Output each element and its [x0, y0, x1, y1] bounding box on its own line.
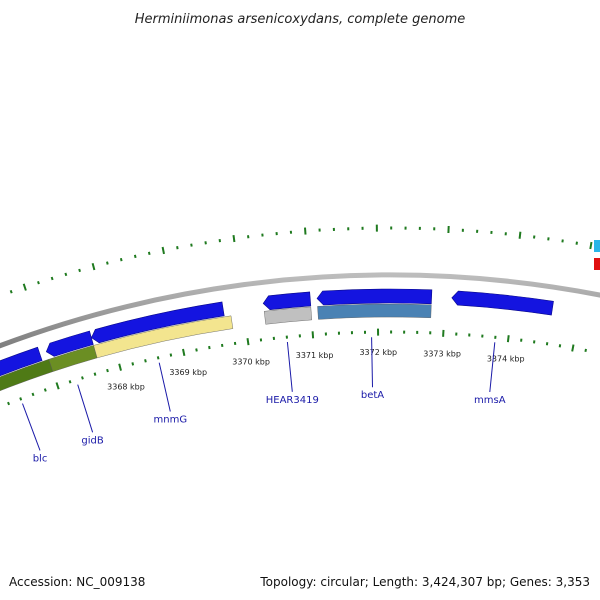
gene-leader-line [371, 337, 373, 388]
legend-swatch-red [594, 258, 600, 270]
cds-feature [0, 346, 43, 377]
inner-tick [571, 344, 575, 352]
legend-swatches [594, 240, 600, 270]
outer-tick [232, 234, 236, 243]
gene-label: mnmG [154, 415, 188, 426]
inner-tick-ring [7, 328, 587, 406]
gene-label: gidB [81, 435, 103, 446]
inner-tick [506, 335, 510, 343]
outer-tick [133, 254, 137, 259]
inner-tick [93, 372, 97, 376]
scale-tick-label: 3371 kbp [296, 351, 334, 360]
scale-tick-label: 3372 kbp [359, 348, 397, 357]
outer-tick [176, 246, 179, 250]
scale-tick-label: 3370 kbp [232, 357, 270, 366]
outer-tick [91, 263, 96, 271]
outer-tick [304, 227, 307, 235]
inner-tick [558, 344, 562, 348]
gene-label: mmsA [474, 395, 506, 406]
cog-feature [263, 306, 313, 325]
outer-tick [37, 280, 40, 285]
inner-tick [19, 397, 23, 401]
inner-tick [246, 338, 250, 346]
outer-tick [161, 246, 165, 255]
inner-tick [55, 382, 60, 390]
outer-tick [589, 241, 593, 250]
inner-tick [43, 388, 47, 392]
outer-tick [575, 241, 578, 245]
cog-feature [93, 315, 234, 359]
gene-label: betA [361, 390, 384, 401]
cds-feature [451, 290, 554, 316]
inner-tick [131, 362, 135, 366]
scale-tick-label: 3373 kbp [423, 349, 461, 358]
scale-tick-label: 3368 kbp [107, 382, 145, 391]
outer-tick [518, 231, 522, 239]
scale-tick-label: 3374 kbp [487, 355, 525, 364]
inner-tick [584, 348, 587, 353]
scale-tick-labels: 3368 kbp 3369 kbp 3370 kbp 3371 kbp 3372 kbp… [107, 348, 524, 391]
outer-tick-ring [9, 224, 593, 294]
genome-summary: Topology: circular; Length: 3,424,307 bp… [259, 575, 590, 589]
cds-feature [262, 291, 312, 311]
inner-tick [156, 356, 160, 360]
gene-label: blc [33, 453, 48, 464]
cds-track [0, 288, 554, 377]
gene-labels: blc gidB mnmG HEAR3419 betA mmsA [22, 337, 506, 464]
cog-track [0, 303, 432, 392]
inner-tick [31, 392, 35, 397]
inner-tick [118, 363, 122, 371]
gene-leader-line [489, 342, 496, 393]
gene-leader-line [158, 362, 171, 412]
cds-feature [91, 301, 225, 344]
gene-label: HEAR3419 [266, 395, 319, 406]
outer-tick [119, 257, 123, 262]
outer-tick [204, 241, 207, 245]
outer-tick [147, 251, 151, 256]
outer-tick [9, 289, 13, 294]
cog-feature [317, 303, 432, 320]
genome-backbone [0, 272, 600, 349]
scale-tick-label: 3369 kbp [169, 368, 207, 377]
inner-tick [195, 348, 198, 352]
inner-tick [169, 353, 173, 357]
inner-tick [106, 368, 109, 373]
cds-feature [316, 288, 433, 306]
outer-tick [50, 276, 54, 281]
outer-tick [106, 261, 109, 265]
gene-leader-line [22, 403, 41, 451]
gene-leader-line [77, 384, 94, 433]
accession-label: Accession: NC_009138 [9, 575, 145, 589]
inner-tick [7, 401, 11, 406]
outer-tick [78, 268, 81, 273]
inner-tick [81, 376, 84, 380]
inner-tick [208, 345, 211, 350]
inner-tick [144, 359, 147, 363]
outer-tick [190, 243, 193, 247]
inner-tick [311, 331, 315, 339]
outer-tick [22, 283, 27, 291]
inner-tick [182, 348, 186, 357]
inner-tick [68, 380, 72, 384]
map-title: Herminiimonas arsenicoxydans, complete g… [135, 12, 465, 27]
legend-swatch-cyan [594, 240, 600, 252]
outer-tick [64, 272, 68, 277]
gene-leader-line [286, 341, 293, 392]
